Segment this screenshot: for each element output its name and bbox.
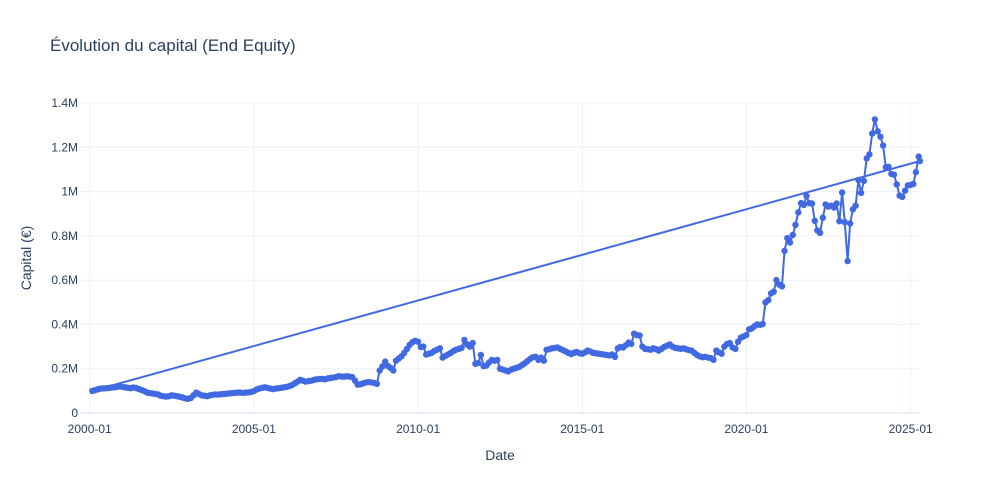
data-point <box>860 177 868 185</box>
data-point <box>373 380 381 387</box>
data-point <box>778 283 786 290</box>
data-point <box>743 331 750 339</box>
data-point <box>901 187 909 194</box>
series-line <box>92 118 921 400</box>
data-point <box>710 356 717 364</box>
data-point <box>852 202 859 209</box>
data-point <box>844 257 851 265</box>
data-point <box>765 296 772 304</box>
data-point <box>789 231 796 239</box>
data-point <box>436 345 444 352</box>
data-point <box>458 344 465 352</box>
grid <box>80 102 920 414</box>
data-point <box>420 343 427 350</box>
markers-layer <box>89 116 924 402</box>
data-point <box>770 288 777 295</box>
y-tick-label: 0.8M <box>51 229 78 243</box>
series-layer <box>92 118 921 400</box>
data-point <box>916 157 924 165</box>
y-axis-ticks: 0 0.2M 0.4M 0.6M 0.8M 1M 1.2M 1.4M <box>51 96 78 420</box>
data-point <box>879 142 887 149</box>
data-point <box>833 200 840 207</box>
data-point <box>874 128 881 135</box>
y-tick-label: 1.2M <box>51 140 78 154</box>
data-point <box>910 180 917 188</box>
data-point <box>89 387 96 395</box>
y-tick-label: 1M <box>61 185 78 199</box>
data-point <box>786 239 794 246</box>
data-point <box>477 351 485 359</box>
data-point <box>808 200 816 207</box>
data-point <box>890 171 898 178</box>
data-point <box>893 181 900 188</box>
data-point <box>857 189 865 197</box>
x-tick-label: 2020-01 <box>724 422 768 436</box>
data-point <box>836 218 843 225</box>
data-point <box>912 168 920 176</box>
data-point <box>877 133 884 140</box>
data-point <box>816 229 824 236</box>
data-point <box>811 217 818 224</box>
x-tick-label: 2010-01 <box>396 422 440 436</box>
data-point <box>781 247 788 255</box>
x-tick-label: 2000-01 <box>68 422 112 436</box>
data-point <box>732 345 739 352</box>
x-tick-label: 2015-01 <box>560 422 604 436</box>
data-point <box>800 201 807 209</box>
data-point <box>846 220 854 227</box>
data-point <box>494 356 501 364</box>
data-point <box>390 367 397 374</box>
data-point <box>885 163 892 170</box>
y-tick-label: 0.4M <box>51 317 78 331</box>
data-point <box>795 209 802 216</box>
y-axis-title: Capital (€) <box>18 226 34 291</box>
y-tick-label: 1.4M <box>51 96 78 110</box>
data-point <box>899 193 906 201</box>
x-tick-label: 2025-01 <box>889 422 933 436</box>
data-point <box>871 116 879 123</box>
data-point <box>759 320 766 328</box>
y-tick-label: 0 <box>71 406 78 420</box>
data-point <box>869 130 876 137</box>
data-point <box>611 353 619 360</box>
y-tick-label: 0.6M <box>51 273 78 287</box>
data-point <box>792 221 799 228</box>
data-point <box>414 338 422 345</box>
data-point <box>855 176 862 184</box>
data-point <box>475 359 482 367</box>
data-point <box>838 189 846 196</box>
data-point <box>628 340 635 348</box>
data-point <box>379 363 386 370</box>
data-point <box>540 357 548 364</box>
data-point <box>718 350 725 357</box>
data-point <box>819 214 826 221</box>
y-tick-label: 0.2M <box>51 362 78 376</box>
x-axis-ticks: 2000-01 2005-01 2010-01 2015-01 2020-01 2025-… <box>68 422 933 436</box>
data-point <box>803 192 810 200</box>
data-point <box>636 332 643 339</box>
data-point <box>469 339 476 347</box>
data-point <box>841 218 848 226</box>
chart-title: Évolution du capital (End Equity) <box>50 36 296 55</box>
data-point <box>866 151 873 158</box>
x-axis-title: Date <box>485 447 515 463</box>
x-tick-label: 2005-01 <box>232 422 276 436</box>
